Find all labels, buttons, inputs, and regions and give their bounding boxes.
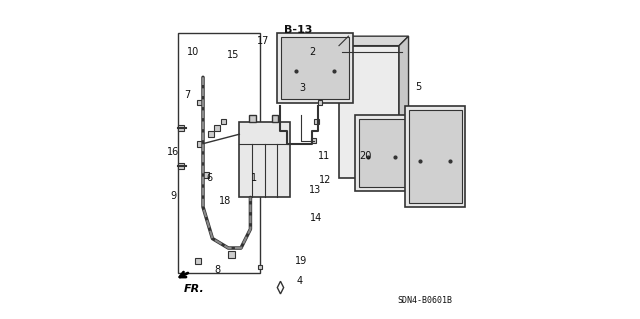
Text: 20: 20 <box>360 151 372 161</box>
Text: 8: 8 <box>214 265 220 275</box>
Text: 9: 9 <box>170 191 176 201</box>
Text: 1: 1 <box>250 174 257 183</box>
Bar <box>228 251 235 257</box>
Bar <box>250 115 255 122</box>
Bar <box>358 119 404 187</box>
Bar <box>178 33 260 273</box>
Text: 15: 15 <box>227 49 239 60</box>
Bar <box>257 265 262 269</box>
Text: 17: 17 <box>257 36 269 46</box>
Text: 11: 11 <box>317 151 330 161</box>
Bar <box>317 100 323 105</box>
Bar <box>272 115 278 122</box>
Text: 19: 19 <box>295 256 307 266</box>
Bar <box>314 119 319 124</box>
Bar <box>409 109 461 203</box>
Text: B-13: B-13 <box>284 25 312 35</box>
Text: 4: 4 <box>296 276 303 286</box>
Bar <box>277 33 353 103</box>
Text: SDN4-B0601B: SDN4-B0601B <box>398 296 453 305</box>
Polygon shape <box>399 36 408 188</box>
Polygon shape <box>339 36 408 46</box>
Text: 14: 14 <box>310 213 322 223</box>
Bar <box>178 125 184 131</box>
Bar <box>197 141 203 146</box>
Bar <box>204 173 209 178</box>
Text: 16: 16 <box>167 147 179 157</box>
Text: 13: 13 <box>309 184 321 195</box>
Bar <box>214 125 220 131</box>
Text: 18: 18 <box>219 196 231 206</box>
Bar <box>197 100 203 105</box>
Bar <box>208 131 214 137</box>
Text: 3: 3 <box>300 83 306 93</box>
Bar <box>239 122 290 197</box>
Bar <box>281 37 349 99</box>
Text: 2: 2 <box>309 47 316 57</box>
Text: 10: 10 <box>188 47 200 57</box>
Bar <box>178 163 184 169</box>
Bar <box>405 106 465 207</box>
Text: 5: 5 <box>415 82 421 92</box>
Bar <box>195 257 202 264</box>
Bar <box>221 119 226 124</box>
Bar <box>339 46 399 178</box>
Bar <box>355 115 408 191</box>
Text: 6: 6 <box>206 174 212 183</box>
Polygon shape <box>277 281 284 294</box>
Text: FR.: FR. <box>184 285 205 294</box>
Bar <box>311 138 316 143</box>
Text: 12: 12 <box>319 175 331 185</box>
Text: 7: 7 <box>184 90 190 100</box>
